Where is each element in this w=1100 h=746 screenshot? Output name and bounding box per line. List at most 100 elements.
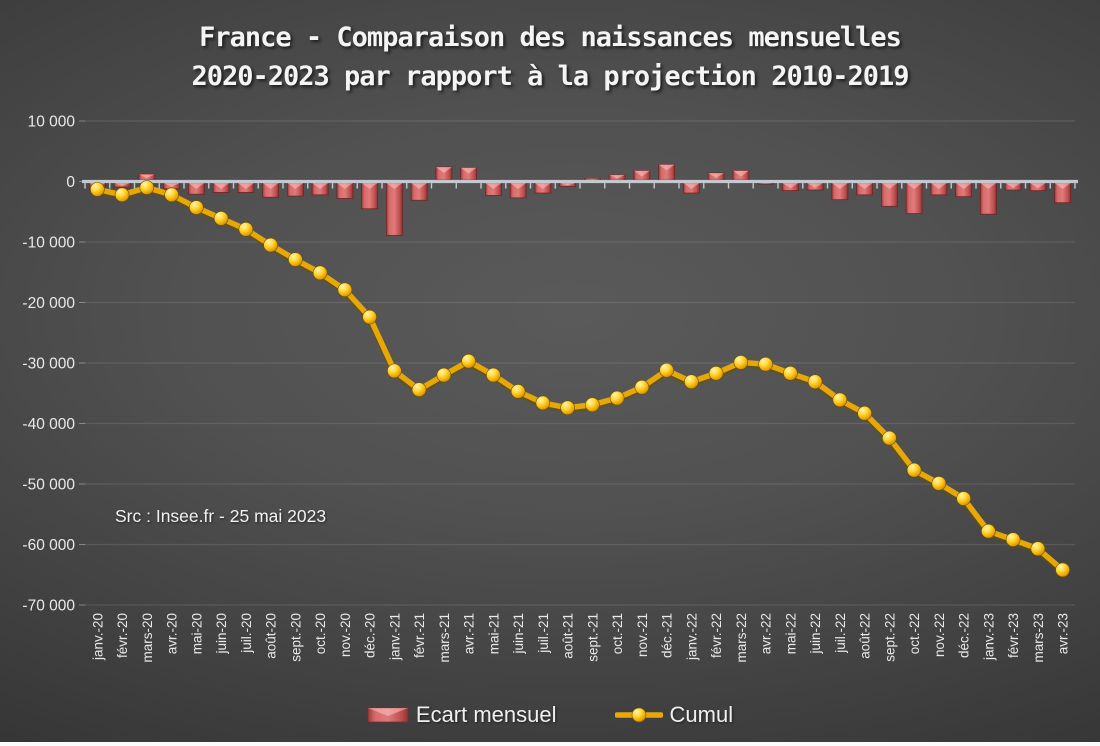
ecart-bar-bevel [435, 166, 452, 173]
x-tick-label: janv.-23 [981, 613, 996, 661]
ecart-bar-bevel [732, 170, 749, 177]
cumul-marker [708, 365, 724, 381]
ecart-bar-bevel [287, 183, 304, 189]
x-tick-label: sept.-21 [585, 613, 600, 662]
y-tick-label: -50 000 [22, 477, 75, 494]
y-tick-label: -40 000 [22, 416, 75, 433]
y-tick-label: -60 000 [22, 537, 75, 554]
cumul-marker [1055, 562, 1070, 578]
ecart-bar-bevel [807, 183, 824, 188]
ecart-bar-bevel [138, 174, 155, 179]
cumul-marker [90, 182, 105, 197]
cumul-marker [832, 392, 848, 408]
x-tick-label: févr.-21 [412, 613, 427, 658]
ecart-bar-bevel [386, 183, 403, 189]
ecart-bar-bevel [609, 174, 626, 179]
ecart-bar-bevel [1005, 183, 1022, 188]
ecart-bar-bevel [658, 164, 675, 171]
ecart-bar-bevel [336, 183, 353, 189]
legend-item-ecart: Ecart mensuel [367, 702, 557, 728]
y-tick-label: -20 000 [22, 295, 75, 312]
cumul-marker [213, 211, 229, 226]
x-tick-label: avr.-23 [1056, 613, 1071, 654]
x-tick-label: août-20 [264, 613, 279, 659]
ecart-bar-bevel [312, 183, 329, 189]
cumul-marker [585, 397, 600, 413]
y-tick-label: -30 000 [22, 356, 75, 373]
x-tick-label: mai-21 [486, 613, 501, 654]
x-tick-label: août-22 [858, 613, 873, 659]
x-tick-label: janv.-21 [387, 613, 402, 661]
ecart-bar-bevel [683, 183, 700, 189]
chart-title-line1: France - Comparaison des naissances mens… [199, 22, 902, 53]
cumul-marker [1030, 541, 1046, 557]
cumul-marker [609, 390, 625, 406]
x-tick-label: nov.-20 [338, 613, 353, 657]
x-tick-label: nov.-22 [932, 613, 947, 657]
x-tick-label: mars-22 [734, 613, 749, 663]
legend-ecart-swatch [367, 707, 409, 723]
chart-title: France - Comparaison des naissances mens… [0, 18, 1100, 96]
ecart-bar-bevel [955, 183, 972, 189]
x-tick-label: juil.-22 [833, 613, 848, 654]
cumul-marker [337, 282, 353, 298]
x-tick-label: sept.-20 [288, 613, 303, 662]
legend-cumul-marker [614, 707, 663, 723]
ecart-bar-bevel [361, 183, 378, 189]
cumul-marker [486, 367, 501, 383]
ecart-bar-bevel [906, 183, 923, 189]
ecart-bar-bevel [831, 183, 848, 189]
x-tick-label: mars-23 [1031, 613, 1046, 663]
x-tick-label: mars-20 [140, 613, 155, 663]
ecart-bar-bevel [1029, 183, 1046, 189]
ecart-bar-bevel [163, 183, 180, 188]
cumul-marker [882, 430, 897, 446]
cumul-marker [659, 362, 674, 378]
x-tick-label: oct.-22 [907, 613, 922, 654]
x-tick-label: mai-22 [783, 613, 798, 654]
ecart-bar-bevel [881, 183, 898, 189]
cumul-marker [981, 523, 996, 539]
y-tick-label: -70 000 [22, 598, 75, 615]
legend: Ecart mensuel Cumul [0, 702, 1100, 728]
chart-title-line2: 2020-2023 par rapport à la projection 20… [191, 61, 909, 92]
cumul-marker [807, 374, 823, 390]
cumul-marker [510, 384, 526, 399]
x-tick-label: févr.-23 [1006, 613, 1021, 658]
x-tick-label: avr.-20 [165, 613, 180, 654]
cumul-line [90, 180, 1070, 578]
zero-axis [82, 179, 1078, 189]
x-tick-label: avr.-22 [759, 613, 774, 654]
ecart-bar-bevel [262, 183, 279, 189]
x-tick-label: déc.-20 [363, 613, 378, 658]
bottom-edge-strip [0, 742, 1100, 746]
ecart-bar-bevel [930, 183, 947, 189]
x-tick-label: déc.-21 [660, 613, 675, 658]
cumul-marker [411, 382, 427, 397]
cumul-marker [164, 187, 179, 203]
cumul-marker [560, 400, 575, 416]
cumul-marker [139, 180, 155, 195]
x-tick-label: mars-21 [437, 613, 452, 663]
y-axis-labels: 10 000 0 -10 000 -20 000 -30 000 -40 000 -50 0… [22, 114, 75, 615]
ecart-bar-bevel [460, 167, 477, 174]
ecart-bar-bevel [237, 183, 254, 189]
ecart-bar-bevel [411, 183, 428, 189]
x-tick-label: janv.-20 [90, 613, 105, 661]
x-tick-label: mai-20 [189, 613, 204, 654]
gridlines [79, 120, 1075, 606]
ecart-bar-bevel [510, 183, 527, 189]
cumul-marker [906, 462, 922, 478]
x-tick-label: févr.-20 [115, 613, 130, 658]
ecart-bar-bevel [584, 178, 601, 180]
cumul-marker [634, 379, 650, 395]
cumul-marker [263, 237, 278, 253]
x-tick-label: juil.-21 [536, 613, 551, 654]
ecart-bar-bevel [213, 183, 230, 189]
legend-item-cumul: Cumul [614, 702, 733, 728]
cumul-marker [436, 367, 452, 383]
x-tick-label: oct.-21 [610, 613, 625, 654]
x-tick-label: avr.-21 [462, 613, 477, 654]
cumul-marker [362, 309, 377, 325]
